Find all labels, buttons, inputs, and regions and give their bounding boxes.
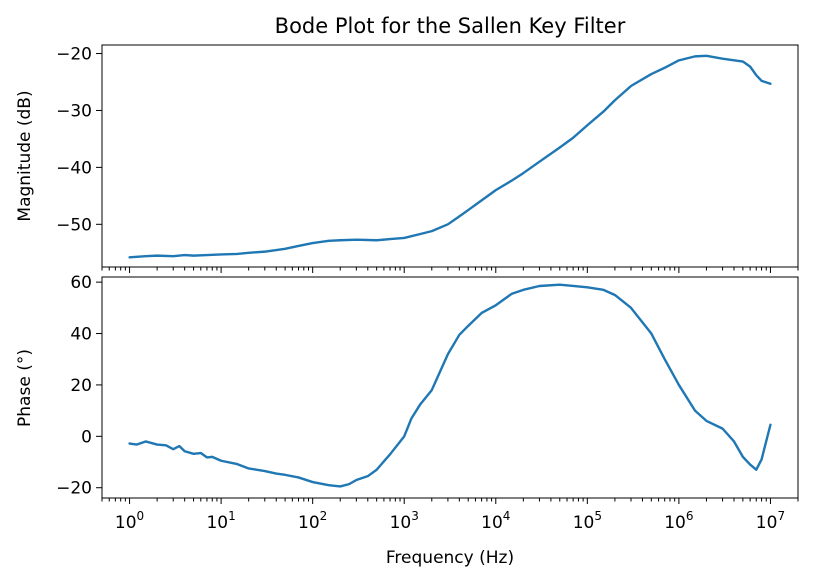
x-tick-label: 101 xyxy=(206,509,235,533)
x-tick-label: 106 xyxy=(664,509,693,533)
x-tick-label: 107 xyxy=(756,509,785,533)
y-tick-label: 40 xyxy=(70,325,92,345)
y-tick-label: −20 xyxy=(56,479,92,499)
x-tick-label: 102 xyxy=(298,509,327,533)
magnitude-x-ticks xyxy=(101,267,799,273)
phase-axes-frame xyxy=(101,276,799,499)
magnitude-axes-frame xyxy=(101,44,799,268)
x-tick-label: 103 xyxy=(390,509,419,533)
y-tick-label: 0 xyxy=(81,427,92,447)
phase-series-line xyxy=(128,283,772,488)
y-tick-label: −50 xyxy=(56,215,92,235)
chart-title: Bode Plot for the Sallen Key Filter xyxy=(275,14,626,38)
x-tick-label: 104 xyxy=(481,509,510,533)
magnitude-y-ticks: −20 −30 −40 −50 xyxy=(56,45,102,235)
magnitude-panel: Bode Plot for the Sallen Key Filter −20−… xyxy=(15,14,799,273)
x-tick-label: 105 xyxy=(573,509,602,533)
magnitude-y-axis-label: Magnitude (dB) xyxy=(15,90,35,221)
y-tick-label: 60 xyxy=(70,273,92,293)
x-axis-label: Frequency (Hz) xyxy=(386,548,514,568)
x-tick-label: 100 xyxy=(115,509,144,533)
y-tick-label: −20 xyxy=(56,45,92,65)
magnitude-series-line xyxy=(128,54,772,259)
phase-y-axis-label: Phase (°) xyxy=(15,349,35,427)
phase-x-ticks: 100 101 102 103 104 105 106 107 xyxy=(101,498,799,533)
y-tick-label: −40 xyxy=(56,158,92,178)
y-tick-label: 20 xyxy=(70,376,92,396)
phase-panel: 60 40 20 0 −20 100 101 102 103 104 105 106 107 Phas… xyxy=(15,273,799,568)
phase-y-ticks: 60 40 20 0 −20 xyxy=(56,273,102,499)
y-tick-label: −30 xyxy=(56,101,92,121)
